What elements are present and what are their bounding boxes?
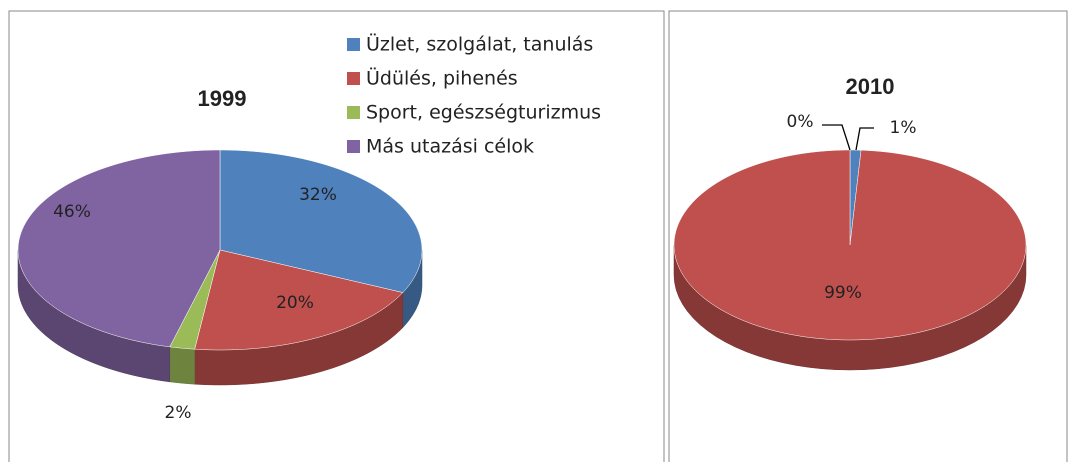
data-label: 0% <box>787 112 814 132</box>
panel-1999 <box>8 10 665 462</box>
legend-swatch <box>347 140 360 153</box>
data-label: 1% <box>890 118 917 138</box>
leader-line <box>822 124 851 151</box>
data-label: 99% <box>824 283 862 303</box>
legend-label: Sport, egészségturizmus <box>366 102 601 124</box>
legend-label: Üdülés, pihenés <box>366 67 518 90</box>
data-label: 46% <box>53 202 91 222</box>
panel-2010 <box>668 10 1068 462</box>
legend-label: Más utazási célok <box>366 136 534 158</box>
legend-swatch <box>347 72 360 85</box>
data-label: 20% <box>276 293 314 313</box>
data-label: 2% <box>165 403 192 423</box>
pie-wall <box>169 346 195 385</box>
legend-swatch <box>347 106 360 119</box>
pie-slice <box>219 149 423 293</box>
pie-slice <box>194 249 404 351</box>
pie-slice <box>673 149 1027 341</box>
chart-title: 1999 <box>198 86 247 111</box>
data-label: 32% <box>299 185 337 205</box>
pie-slice <box>169 249 221 350</box>
legend-label: Üzlet, szolgálat, tanulás <box>366 33 593 56</box>
pie-slice <box>17 149 221 348</box>
legend-swatch <box>347 38 360 51</box>
chart-title: 2010 <box>846 74 895 99</box>
leader-line <box>855 127 874 151</box>
